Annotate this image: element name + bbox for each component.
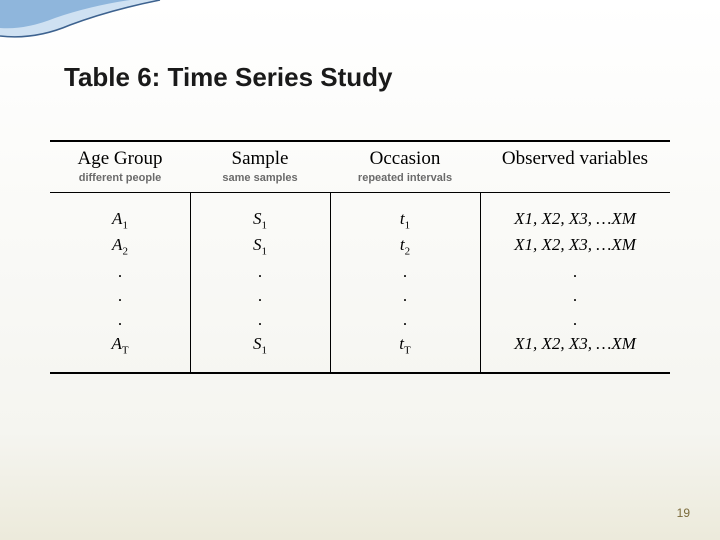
cell-occasion: t1 (330, 209, 480, 231)
cell-observed: . (480, 262, 670, 282)
cell-sample: . (190, 286, 330, 306)
cell-age: A2 (50, 235, 190, 257)
col-sub-age: different people (50, 172, 190, 184)
cell-observed: X1, X2, X3, …XM (480, 334, 670, 356)
table-header-row: Age Group Sample Occasion Observed varia… (50, 142, 670, 172)
table-row: . . . . (50, 284, 670, 308)
col-header-occasion: Occasion (330, 148, 480, 170)
cell-occasion: . (330, 262, 480, 282)
cell-observed: . (480, 310, 670, 330)
cell-sample: . (190, 262, 330, 282)
col-header-observed: Observed variables (480, 148, 670, 170)
cell-occasion: tT (330, 334, 480, 356)
cell-age: . (50, 310, 190, 330)
cell-sample: S1 (190, 235, 330, 257)
col-divider (190, 193, 191, 372)
cell-sample: S1 (190, 334, 330, 356)
cell-age: . (50, 262, 190, 282)
cell-sample: . (190, 310, 330, 330)
table-body: A1 S1 t1 X1, X2, X3, …XM A2 S1 t2 X1, X2… (50, 193, 670, 372)
col-divider (330, 193, 331, 372)
col-sub-sample: same samples (190, 172, 330, 184)
cell-sample: S1 (190, 209, 330, 231)
table-row: . . . . (50, 260, 670, 284)
cell-occasion: t2 (330, 235, 480, 257)
col-sub-observed (480, 172, 670, 184)
cell-age: A1 (50, 209, 190, 231)
slide-title: Table 6: Time Series Study (64, 62, 393, 93)
decorative-ribbon (0, 0, 720, 50)
table-row: AT S1 tT X1, X2, X3, …XM (50, 332, 670, 358)
col-divider (480, 193, 481, 372)
cell-observed: X1, X2, X3, …XM (480, 235, 670, 257)
table-row: A2 S1 t2 X1, X2, X3, …XM (50, 233, 670, 259)
col-header-sample: Sample (190, 148, 330, 170)
table-row: . . . . (50, 308, 670, 332)
cell-age: AT (50, 334, 190, 356)
col-header-age: Age Group (50, 148, 190, 170)
cell-occasion: . (330, 286, 480, 306)
time-series-table: Age Group Sample Occasion Observed varia… (50, 140, 670, 374)
cell-observed: X1, X2, X3, …XM (480, 209, 670, 231)
table-row: A1 S1 t1 X1, X2, X3, …XM (50, 207, 670, 233)
cell-occasion: . (330, 310, 480, 330)
col-sub-occasion: repeated intervals (330, 172, 480, 184)
cell-observed: . (480, 286, 670, 306)
page-number: 19 (677, 506, 690, 520)
cell-age: . (50, 286, 190, 306)
rule-bottom (50, 372, 670, 374)
table-subheader-row: different people same samples repeated i… (50, 172, 670, 192)
